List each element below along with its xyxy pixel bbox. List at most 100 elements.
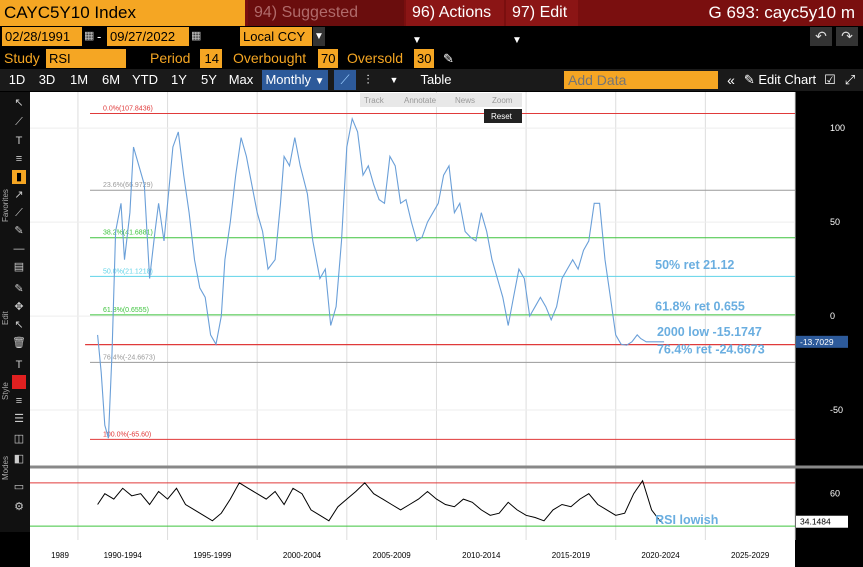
text-icon[interactable]: T xyxy=(15,135,23,147)
x-tick-label: 2005-2009 xyxy=(373,551,412,560)
line-chart-icon[interactable]: ⟋ xyxy=(334,70,356,90)
annotation-text: 61.8% ret 0.655 xyxy=(655,299,745,313)
undo-icon[interactable]: ↶ xyxy=(810,27,832,46)
rsi-line xyxy=(97,479,661,523)
x-axis: 1989 1990-1994 1995-1999 2000-2004 2005-2009… xyxy=(51,551,770,560)
favorites-label: Favorites xyxy=(1,189,10,222)
x-tick-label: 1989 xyxy=(51,551,69,560)
period-label: Period xyxy=(150,50,191,66)
bar-chart-icon[interactable]: ⫶ xyxy=(366,72,370,87)
range-max[interactable]: Max xyxy=(228,72,254,87)
reset-button[interactable]: Reset xyxy=(491,112,513,121)
highlight-icon[interactable]: ▮ xyxy=(12,170,26,184)
move-icon[interactable]: ✥ xyxy=(14,301,24,313)
annotation-text: 76.4% ret -24.6673 xyxy=(657,343,765,357)
line-width-icon[interactable]: ☰ xyxy=(14,413,24,425)
annotate-button[interactable]: Annotate xyxy=(404,96,437,105)
fib-level-label: 50.0%(21.1218) xyxy=(103,268,153,275)
chart-canvas[interactable]: 0.0%(107.8436)23.6%(66.9729)38.2%(41.688… xyxy=(30,92,863,567)
currency-select[interactable]: Local CCY xyxy=(240,27,312,46)
suggested-charts-button[interactable]: 94) Suggested Charts xyxy=(248,0,404,47)
text-style-icon[interactable]: T xyxy=(15,359,23,371)
x-tick-label: 2025-2029 xyxy=(731,551,770,560)
chart-settings-icon[interactable]: ☑ xyxy=(824,72,836,87)
actions-menu[interactable]: 96) Actions ▼ xyxy=(406,0,504,46)
edit-chart-button[interactable]: ✎ Edit Chart xyxy=(742,70,818,90)
style-label: Style xyxy=(1,382,10,400)
pencil-icon[interactable]: ✎ xyxy=(443,51,454,66)
panel-icon[interactable]: ▭ xyxy=(13,481,25,493)
oversold-label: Oversold xyxy=(347,50,404,66)
x-tick-label: 2000-2004 xyxy=(283,551,322,560)
cursor-icon[interactable]: ↖ xyxy=(14,97,24,109)
zoom-button[interactable]: Zoom xyxy=(492,96,513,105)
actions-label: 96) Actions xyxy=(412,4,492,21)
main-grid xyxy=(30,92,796,540)
color-swatch[interactable] xyxy=(12,375,26,389)
trash-icon[interactable]: 🗑 xyxy=(12,337,26,349)
pencil-icon[interactable]: ✎ xyxy=(14,283,24,295)
calendar-icon[interactable]: ▦ xyxy=(191,30,202,42)
end-date-input[interactable]: 09/27/2022 xyxy=(107,27,189,46)
calendar-icon[interactable]: ▦ xyxy=(84,30,95,42)
chevron-down-icon: ▼ xyxy=(412,35,422,46)
mode2-icon[interactable]: ◧ xyxy=(13,453,25,465)
range-1y[interactable]: 1Y xyxy=(171,72,187,87)
range-6m[interactable]: 6M xyxy=(101,72,121,87)
rsi-annotation: RSI lowish xyxy=(655,513,718,527)
frequency-select[interactable]: Monthly ▼ xyxy=(262,70,328,90)
reset-button-bg xyxy=(484,109,522,123)
x-axis-panel xyxy=(30,540,795,567)
x-tick-label: 1995-1999 xyxy=(193,551,232,560)
start-date-input[interactable]: 02/28/1991 xyxy=(2,27,82,46)
overbought-input[interactable]: 70 xyxy=(318,49,338,68)
add-data-input[interactable] xyxy=(564,71,718,89)
rsi-panel: 60 34.1484 RSI lowish xyxy=(30,479,848,528)
oversold-input[interactable]: 30 xyxy=(414,49,434,68)
annotation-text: 2000 low -15.1747 xyxy=(657,325,762,339)
study-label: Study xyxy=(4,50,40,66)
news-button[interactable]: News xyxy=(455,96,475,105)
period-input[interactable]: 14 xyxy=(200,49,222,68)
annotations: 50% ret 21.12 61.8% ret 0.655 2000 low -15… xyxy=(655,258,765,357)
ticker-field[interactable]: CAYC5Y10 Index xyxy=(0,0,245,26)
date-separator: - xyxy=(97,29,102,44)
x-tick-label: 2010-2014 xyxy=(462,551,501,560)
fib-level-label: 0.0%(107.8436) xyxy=(103,105,153,112)
range-1m[interactable]: 1M xyxy=(69,72,89,87)
draw-line-icon[interactable]: ⟋ xyxy=(15,116,23,128)
price-series xyxy=(97,116,665,439)
arrow-icon[interactable]: ↗ xyxy=(14,189,24,201)
main-y-axis: 100 50 0 -50 -13.7029 xyxy=(796,123,848,415)
chevron-down-icon[interactable]: ▼ xyxy=(313,27,325,46)
range-1d[interactable]: 1D xyxy=(8,72,26,87)
select-icon[interactable]: ↖ xyxy=(14,319,24,331)
edit-side-label: Edit xyxy=(1,311,10,325)
mode-icon[interactable]: ◫ xyxy=(13,433,25,445)
table-button[interactable]: Table xyxy=(420,72,452,87)
pen-icon[interactable]: ✎ xyxy=(14,225,24,237)
track-button[interactable]: Track xyxy=(364,96,385,105)
chevron-down-icon: ▼ xyxy=(512,35,522,46)
fib-level-label: 76.4%(-24.6673) xyxy=(103,354,155,361)
range-5y[interactable]: 5Y xyxy=(201,72,217,87)
range-3d[interactable]: 3D xyxy=(38,72,56,87)
x-tick-label: 1990-1994 xyxy=(104,551,143,560)
hline-icon[interactable]: — xyxy=(13,243,25,255)
gear-icon[interactable]: ⚙ xyxy=(14,501,24,513)
redo-icon[interactable]: ↷ xyxy=(836,27,858,46)
range-ytd[interactable]: YTD xyxy=(132,72,158,87)
fib-level-label: 100.0%(-65.60) xyxy=(103,431,151,438)
y-tick-label: 50 xyxy=(830,217,840,227)
brush-icon[interactable]: ⟋ xyxy=(15,207,23,219)
channel-icon[interactable]: ▤ xyxy=(13,261,25,273)
fib-levels: 0.0%(107.8436)23.6%(66.9729)38.2%(41.688… xyxy=(85,105,795,440)
fib-icon[interactable]: ≡ xyxy=(15,153,23,165)
line-style-icon[interactable]: ≡ xyxy=(15,395,23,407)
collapse-icon[interactable]: « xyxy=(727,72,735,88)
y-tick-label: 100 xyxy=(830,123,845,133)
chevron-down-icon[interactable]: ▼ xyxy=(389,75,399,85)
study-select[interactable]: RSI xyxy=(46,49,126,68)
edit-menu[interactable]: 97) Edit ▼ xyxy=(506,0,578,46)
expand-icon[interactable]: ⤢ xyxy=(844,72,856,87)
